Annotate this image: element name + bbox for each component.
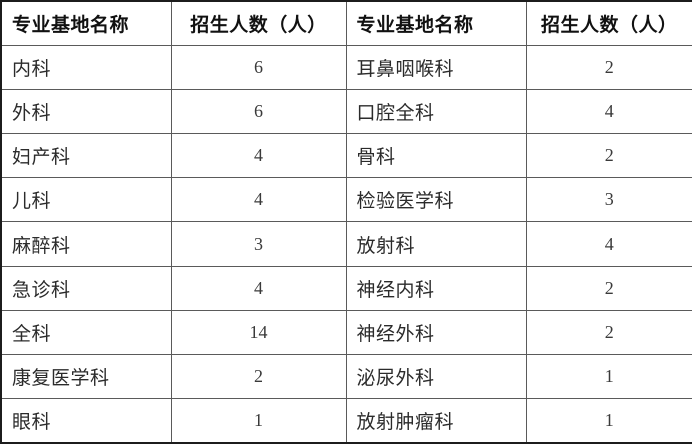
table-row: 急诊科 4 神经内科 2 [0,265,692,311]
cell-count-right: 1 [525,353,692,400]
cell-count-left: 2 [170,353,347,400]
cell-count-left: 6 [170,44,347,90]
cell-count-right: 3 [525,177,692,223]
table-row: 妇产科 4 骨科 2 [0,133,692,179]
cell-name-left: 儿科 [0,177,172,223]
table-row: 儿科 4 检验医学科 3 [0,177,692,223]
column-header-count-right: 招生人数（人） [525,0,692,46]
table-row: 麻醉科 3 放射科 4 [0,221,692,267]
cell-name-right: 放射肿瘤科 [345,398,527,444]
cell-name-left: 康复医学科 [0,353,172,400]
cell-count-left: 3 [170,221,347,267]
column-header-name-right: 专业基地名称 [345,0,527,46]
table-header-row: 专业基地名称 招生人数（人） 专业基地名称 招生人数（人） [0,0,692,46]
cell-name-right: 耳鼻咽喉科 [345,44,527,90]
table-row: 内科 6 耳鼻咽喉科 2 [0,44,692,90]
cell-count-right: 2 [525,133,692,179]
cell-count-right: 2 [525,309,692,356]
cell-name-left: 麻醉科 [0,221,172,267]
cell-name-right: 神经外科 [345,309,527,356]
cell-name-left: 内科 [0,44,172,90]
cell-count-left: 14 [170,309,347,356]
cell-count-left: 4 [170,133,347,179]
cell-name-right: 骨科 [345,133,527,179]
cell-name-left: 妇产科 [0,133,172,179]
column-header-count-left: 招生人数（人） [170,0,347,46]
column-header-name-left: 专业基地名称 [0,0,172,46]
cell-count-right: 2 [525,44,692,90]
cell-name-right: 口腔全科 [345,88,527,135]
cell-count-right: 1 [525,398,692,444]
table-row: 眼科 1 放射肿瘤科 1 [0,398,692,444]
cell-name-left: 外科 [0,88,172,135]
cell-count-right: 2 [525,265,692,311]
table-row: 外科 6 口腔全科 4 [0,88,692,135]
cell-name-right: 放射科 [345,221,527,267]
cell-name-left: 眼科 [0,398,172,444]
cell-name-right: 检验医学科 [345,177,527,223]
table-row: 康复医学科 2 泌尿外科 1 [0,353,692,400]
cell-name-left: 全科 [0,309,172,356]
cell-count-left: 4 [170,265,347,311]
table-row: 全科 14 神经外科 2 [0,309,692,356]
cell-count-left: 4 [170,177,347,223]
cell-count-left: 1 [170,398,347,444]
cell-name-right: 泌尿外科 [345,353,527,400]
cell-count-right: 4 [525,88,692,135]
cell-name-left: 急诊科 [0,265,172,311]
cell-name-right: 神经内科 [345,265,527,311]
cell-count-left: 6 [170,88,347,135]
cell-count-right: 4 [525,221,692,267]
